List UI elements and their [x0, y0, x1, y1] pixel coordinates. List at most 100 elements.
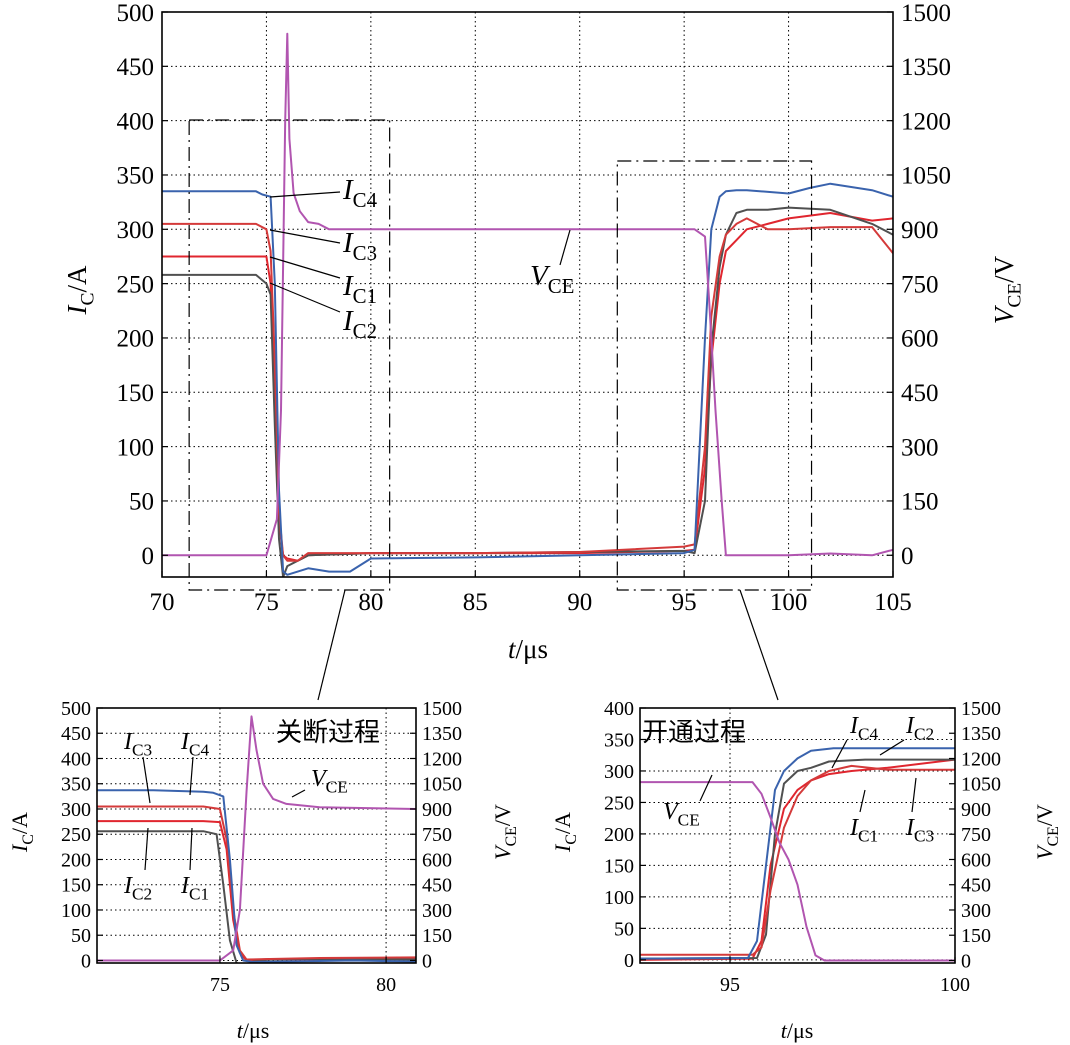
annotation-label-vce: VCE — [663, 799, 700, 830]
y-left-tick-label: 150 — [61, 875, 91, 897]
annotation-label-vce: VCE — [530, 260, 574, 298]
y-right-tick-label: 1050 — [422, 774, 462, 796]
annotation-leader — [269, 256, 341, 279]
plot-frame — [639, 707, 956, 964]
y-right-tick-label: 1050 — [961, 774, 1001, 796]
annotation-label-ic3: IC3 — [342, 227, 377, 265]
y-left-tick-label: 0 — [142, 543, 155, 570]
annotation-leader — [189, 756, 194, 796]
y-right-axis-label: VCE/V — [1032, 804, 1062, 860]
zoom-indicators — [188, 119, 813, 701]
y-left-tick-label: 50 — [614, 918, 634, 940]
annotation-label-ic4: IC4 — [342, 174, 378, 212]
y-left-tick-label: 50 — [71, 925, 91, 947]
y-left-tick-label: 250 — [604, 792, 634, 814]
zoom-connector-turnon — [739, 589, 779, 701]
annotation-label-ic4: IC4 — [180, 729, 210, 760]
y-left-tick-label: 100 — [117, 434, 155, 461]
y-right-tick-label: 750 — [422, 824, 452, 846]
y-right-tick-label: 750 — [901, 271, 939, 298]
y-right-tick-label: 600 — [422, 849, 452, 871]
y-right-tick-label: 1350 — [901, 54, 951, 81]
annotation-label-ic2: IC2 — [123, 873, 152, 904]
x-tick-label: 90 — [567, 589, 592, 616]
annotation-leader — [879, 739, 905, 756]
x-tick-label: 80 — [376, 974, 396, 996]
series-ic3-line — [162, 217, 893, 562]
series-group — [640, 747, 955, 962]
series-ic4-line — [640, 747, 955, 960]
annotation-leader — [144, 827, 149, 871]
y-left-tick-label: 50 — [129, 489, 154, 516]
plot-frame — [161, 11, 894, 578]
y-right-tick-label: 1200 — [422, 748, 462, 770]
y-right-axis-label: VCE/V — [490, 804, 520, 860]
annotation-label-ic3: IC3 — [123, 729, 152, 760]
y-left-tick-label: 0 — [81, 950, 91, 972]
x-axis-label: t/μs — [508, 634, 548, 664]
annotation-leader — [189, 827, 193, 871]
y-right-tick-label: 300 — [422, 900, 452, 922]
annotation-label-vce: VCE — [311, 766, 348, 797]
annotation-leader — [831, 739, 848, 769]
x-tick-label: 95 — [672, 589, 697, 616]
x-tick-label: 80 — [358, 589, 383, 616]
y-right-tick-label: 750 — [961, 824, 991, 846]
series-ic3-line — [640, 764, 955, 956]
y-left-tick-label: 300 — [61, 799, 91, 821]
annotation-label-ic3: IC3 — [905, 815, 934, 846]
y-right-tick-label: 900 — [422, 799, 452, 821]
y-left-tick-label: 200 — [61, 849, 91, 871]
annotation-label-ic1: IC1 — [180, 873, 209, 904]
y-left-tick-label: 0 — [624, 950, 634, 972]
x-tick-label: 75 — [210, 974, 230, 996]
annotation-leader — [269, 282, 341, 313]
y-right-tick-label: 450 — [901, 380, 939, 407]
x-tick-label: 70 — [150, 589, 175, 616]
series-ic3-line — [97, 805, 416, 961]
annotation-leader — [142, 756, 151, 804]
x-tick-label: 105 — [874, 589, 912, 616]
y-right-axis-label: VCE/V — [989, 255, 1026, 324]
y-left-tick-label: 200 — [117, 326, 155, 353]
y-right-tick-label: 1500 — [901, 0, 951, 27]
y-left-tick-label: 300 — [117, 217, 155, 244]
series-ic1-line — [640, 758, 955, 961]
y-right-tick-label: 1200 — [961, 748, 1001, 770]
annotation-label-ic1: IC1 — [342, 270, 377, 308]
annotation-leader — [699, 774, 713, 802]
y-right-tick-label: 150 — [901, 489, 939, 516]
x-tick-label: 100 — [770, 589, 808, 616]
y-left-tick-label: 400 — [117, 108, 155, 135]
y-right-tick-label: 1200 — [901, 108, 951, 135]
annotation-leader — [559, 229, 571, 266]
y-left-tick-label: 450 — [117, 54, 155, 81]
x-axis-label: t/μs — [237, 1018, 270, 1043]
y-right-tick-label: 150 — [422, 925, 452, 947]
series-group — [162, 32, 893, 577]
y-right-tick-label: 900 — [901, 217, 939, 244]
y-right-tick-label: 0 — [901, 543, 914, 570]
y-right-tick-label: 600 — [961, 849, 991, 871]
y-right-tick-label: 1500 — [422, 698, 462, 720]
series-vce-line — [640, 781, 955, 962]
y-right-tick-label: 1350 — [422, 723, 462, 745]
y-right-tick-label: 450 — [961, 875, 991, 897]
series-ic2-line — [162, 206, 893, 577]
x-axis-label: t/μs — [781, 1018, 814, 1043]
annotation-label-ic2: IC2 — [342, 305, 377, 343]
inset-title: 关断过程 — [276, 718, 380, 747]
chart-inset-turnoff: 75 80 0 50 100 150 200 250 300 350 400 450 500 0 150 30… — [7, 698, 520, 1043]
annotation-leader — [269, 229, 341, 244]
y-right-tick-label: 600 — [901, 326, 939, 353]
y-right-tick-label: 1050 — [901, 163, 951, 190]
y-left-tick-label: 350 — [604, 729, 634, 751]
zoom-box-turnon — [616, 160, 813, 591]
inset-title: 开通过程 — [642, 718, 746, 747]
x-tick-label: 75 — [254, 589, 279, 616]
annotation-leader — [291, 789, 306, 798]
y-left-tick-label: 100 — [604, 887, 634, 909]
y-left-tick-label: 400 — [604, 698, 634, 720]
y-left-axis-label: IC/A — [7, 812, 37, 853]
chart-inset-turnon: 95 10005010015020025030035040001503004506… — [550, 698, 1062, 1043]
